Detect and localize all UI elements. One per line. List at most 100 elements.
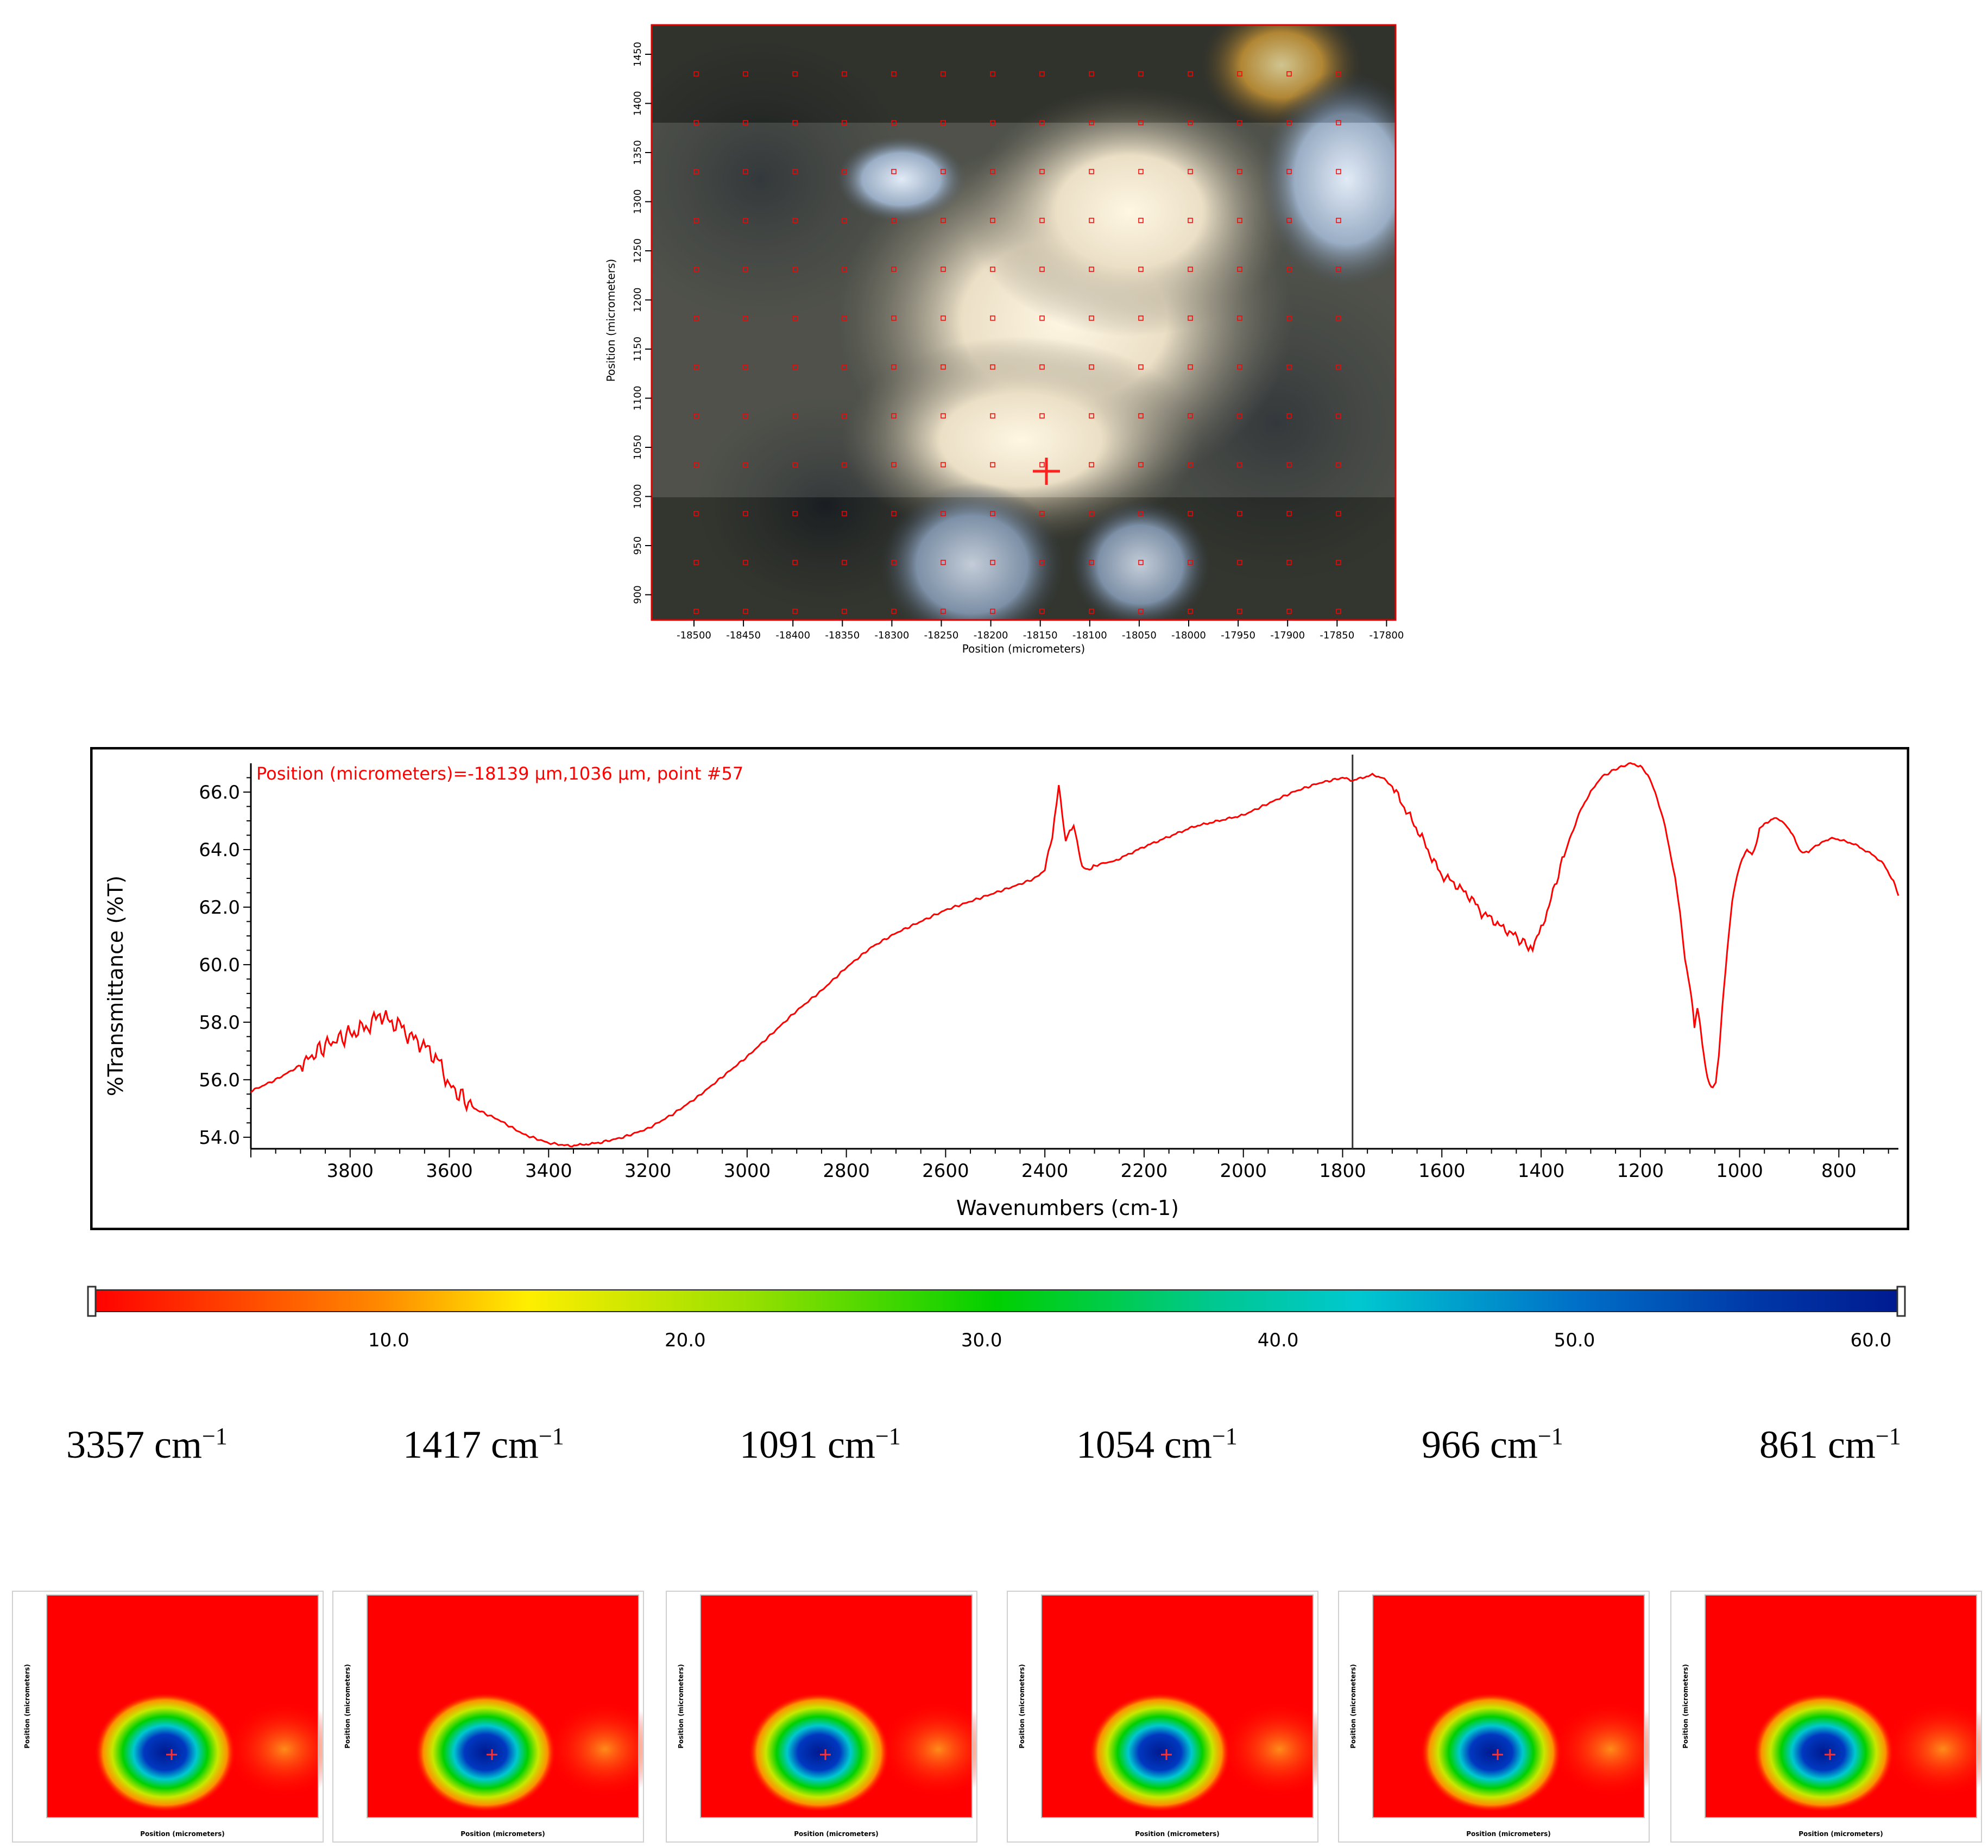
micrograph-x-tick-label: -18400 (775, 630, 810, 641)
sample-point-marker (1089, 169, 1094, 174)
sample-point-marker (941, 511, 946, 516)
map-point-marker-icon (820, 1749, 831, 1760)
colorbar-min-handle[interactable] (87, 1286, 97, 1317)
colorbar-max-handle[interactable] (1896, 1286, 1906, 1317)
micrograph-x-tick-label: -18300 (875, 630, 910, 641)
sample-point-marker (941, 560, 946, 565)
sample-point-marker (1237, 218, 1242, 223)
spectrum-x-axis-label: Wavenumbers (cm-1) (956, 1196, 1179, 1220)
sample-point-marker (1039, 71, 1045, 77)
sample-point-marker (941, 267, 946, 272)
sample-point-marker (1286, 511, 1292, 516)
sample-point-marker (1039, 315, 1045, 321)
sample-point-marker (891, 71, 897, 77)
micrograph-x-tick-label: -18150 (1023, 630, 1058, 641)
sample-point-marker (941, 218, 946, 223)
sample-point-marker (693, 560, 699, 565)
sample-point-marker (792, 169, 798, 174)
micrograph-y-tick-label: 900 (632, 585, 643, 604)
sample-point-marker (693, 169, 699, 174)
sample-point-marker (1039, 560, 1045, 565)
sample-point-marker (990, 315, 995, 321)
sample-point-marker (1336, 413, 1341, 419)
spectrum-x-tick-label: 1800 (1319, 1160, 1366, 1182)
micrograph-y-tick-label: 1000 (632, 484, 643, 509)
sample-point-marker (743, 169, 748, 174)
sample-point-marker (693, 511, 699, 516)
spectrum-y-tick-label: 64.0 (199, 839, 240, 861)
transmittance-series-line (250, 762, 1899, 1148)
sample-point-marker (891, 267, 897, 272)
sample-point-marker (1336, 169, 1341, 174)
sample-point-marker (743, 462, 748, 467)
sample-point-marker (891, 120, 897, 125)
spectrum-y-tick-label: 54.0 (199, 1127, 240, 1149)
sample-point-marker (1286, 462, 1292, 467)
sample-point-marker (1286, 71, 1292, 77)
sample-point-marker (1188, 71, 1193, 77)
sample-point-marker (1286, 560, 1292, 565)
sample-point-marker (792, 413, 798, 419)
sample-point-marker (1089, 364, 1094, 370)
sample-point-marker (1237, 511, 1242, 516)
sample-point-marker (1286, 413, 1292, 419)
spectrum-x-tick-label: 2000 (1220, 1160, 1267, 1182)
sample-point-marker (1336, 218, 1341, 223)
colorbar-tick-label: 40.0 (1258, 1330, 1299, 1351)
micrograph-y-tick-label: 1450 (632, 42, 643, 67)
micrograph-x-tick-label: -18450 (726, 630, 761, 641)
sample-point-marker (1138, 71, 1144, 77)
colorbar-tick-label: 50.0 (1554, 1330, 1595, 1351)
sample-point-marker (693, 462, 699, 467)
micrograph-y-tick-label: 1100 (632, 386, 643, 411)
spectrum-y-axis-label: %Transmittance (%T) (104, 876, 128, 1097)
sample-point-marker (1188, 315, 1193, 321)
sample-point-marker (1237, 609, 1242, 614)
sample-point-marker (842, 315, 847, 321)
spectrum-y-tick-label: 60.0 (199, 954, 240, 976)
sample-point-marker (1237, 267, 1242, 272)
sample-point-marker (941, 364, 946, 370)
chemical-map-2: Position (micrometers) Position (micromet… (332, 1591, 665, 1843)
spectrum-x-tick-label: 1000 (1716, 1160, 1763, 1182)
sample-point-marker (1089, 218, 1094, 223)
micrograph-y-tick-label: 1250 (632, 238, 643, 263)
micrograph-panel: -18500 -18450 -18400 -18350 -18300 -18250 -182… (604, 24, 1404, 655)
micrograph-x-tick-label: -18250 (924, 630, 959, 641)
micrograph-x-tick-label: -17950 (1221, 630, 1255, 641)
spectrum-y-tick-label: 58.0 (199, 1012, 240, 1034)
sample-point-marker (792, 462, 798, 467)
spectrum-x-tick-label: 1600 (1418, 1160, 1466, 1182)
sample-point-marker (842, 462, 847, 467)
sample-point-marker (1237, 315, 1242, 321)
sample-point-marker (990, 71, 995, 77)
sample-point-marker (842, 71, 847, 77)
sample-point-marker (792, 218, 798, 223)
sample-point-marker (1286, 169, 1292, 174)
micrograph-x-tick-label: -18000 (1171, 630, 1206, 641)
sample-point-marker (1237, 364, 1242, 370)
sample-point-marker (1188, 120, 1193, 125)
sample-point-marker (842, 511, 847, 516)
sample-point-marker (891, 462, 897, 467)
sample-point-marker (1286, 315, 1292, 321)
sample-point-marker (1138, 609, 1144, 614)
map-label-4: 1054 cm−1 (1076, 1423, 1238, 1466)
sample-point-marker (1336, 120, 1341, 125)
map-y-axis-label: Position (micrometers) (677, 1664, 685, 1749)
sample-point-marker (891, 560, 897, 565)
map-x-axis-label: Position (micrometers) (140, 1830, 225, 1838)
map-label-1: 3357 cm−1 (66, 1423, 228, 1466)
micrograph-y-tick-label: 1400 (632, 91, 643, 116)
sample-point-marker (1188, 169, 1193, 174)
micrograph-x-tick-label: -18350 (825, 630, 860, 641)
sample-point-marker (743, 560, 748, 565)
sample-point-marker (891, 609, 897, 614)
sample-point-marker (990, 511, 995, 516)
spectrum-x-tick-label: 3000 (724, 1160, 771, 1182)
sample-point-marker (693, 364, 699, 370)
sample-point-marker (842, 267, 847, 272)
map-x-axis-label: Position (micrometers) (1466, 1830, 1551, 1838)
sample-point-marker (891, 169, 897, 174)
micrograph-y-tick-label: 1350 (632, 140, 643, 165)
